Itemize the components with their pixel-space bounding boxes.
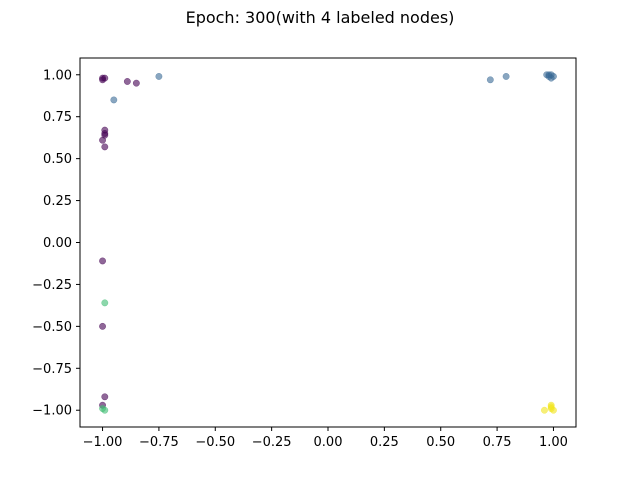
y-tick-label: 0.75: [43, 110, 72, 125]
y-tick-label: 0.00: [43, 236, 72, 251]
scatter-point: [540, 406, 548, 414]
scatter-point: [155, 73, 163, 80]
scatter-point: [545, 71, 553, 79]
scatter-point: [99, 257, 107, 265]
scatter-point: [99, 322, 107, 330]
points-layer: [99, 71, 557, 414]
y-tick-label: −0.50: [32, 320, 72, 335]
scatter-point: [101, 406, 109, 414]
chart-title: Epoch: 300(with 4 labeled nodes): [185, 8, 455, 27]
x-axis: −1.00 −0.75 −0.50 −0.25 0.00 0.25 0.50 0.75 1.00: [83, 427, 568, 450]
y-tick-label: −1.00: [32, 404, 72, 419]
x-tick-label: −1.00: [83, 435, 123, 450]
y-tick-label: −0.75: [32, 362, 72, 377]
scatter-point: [101, 143, 109, 151]
scatter-point: [502, 73, 510, 80]
x-tick-label: −0.25: [252, 435, 292, 450]
scatter-point: [123, 78, 131, 85]
axes-frame: [79, 57, 577, 428]
scatter-point: [132, 79, 140, 87]
scatter-point: [99, 136, 107, 144]
x-tick-label: 1.00: [539, 435, 568, 450]
scatter-point: [486, 76, 494, 84]
scatter-point: [101, 393, 109, 401]
x-tick-label: 0.75: [483, 435, 512, 450]
y-tick-label: 1.00: [43, 68, 72, 83]
y-tick-label: −0.25: [32, 278, 72, 293]
y-tick-label: 0.50: [43, 152, 72, 167]
scatter-point: [547, 403, 555, 411]
scatter-point: [101, 299, 109, 307]
x-tick-label: 0.00: [314, 435, 343, 450]
x-tick-label: −0.75: [139, 435, 179, 450]
x-tick-label: 0.50: [426, 435, 455, 450]
y-axis: 1.00 0.75 0.50 0.25 0.00 −0.25 −0.50 −0.75 −1.00: [32, 68, 80, 419]
x-tick-label: 0.25: [370, 435, 399, 450]
scatter-point: [110, 96, 118, 104]
scatter-point: [99, 76, 107, 84]
y-tick-label: 0.25: [43, 194, 72, 209]
x-tick-label: −0.50: [195, 435, 235, 450]
